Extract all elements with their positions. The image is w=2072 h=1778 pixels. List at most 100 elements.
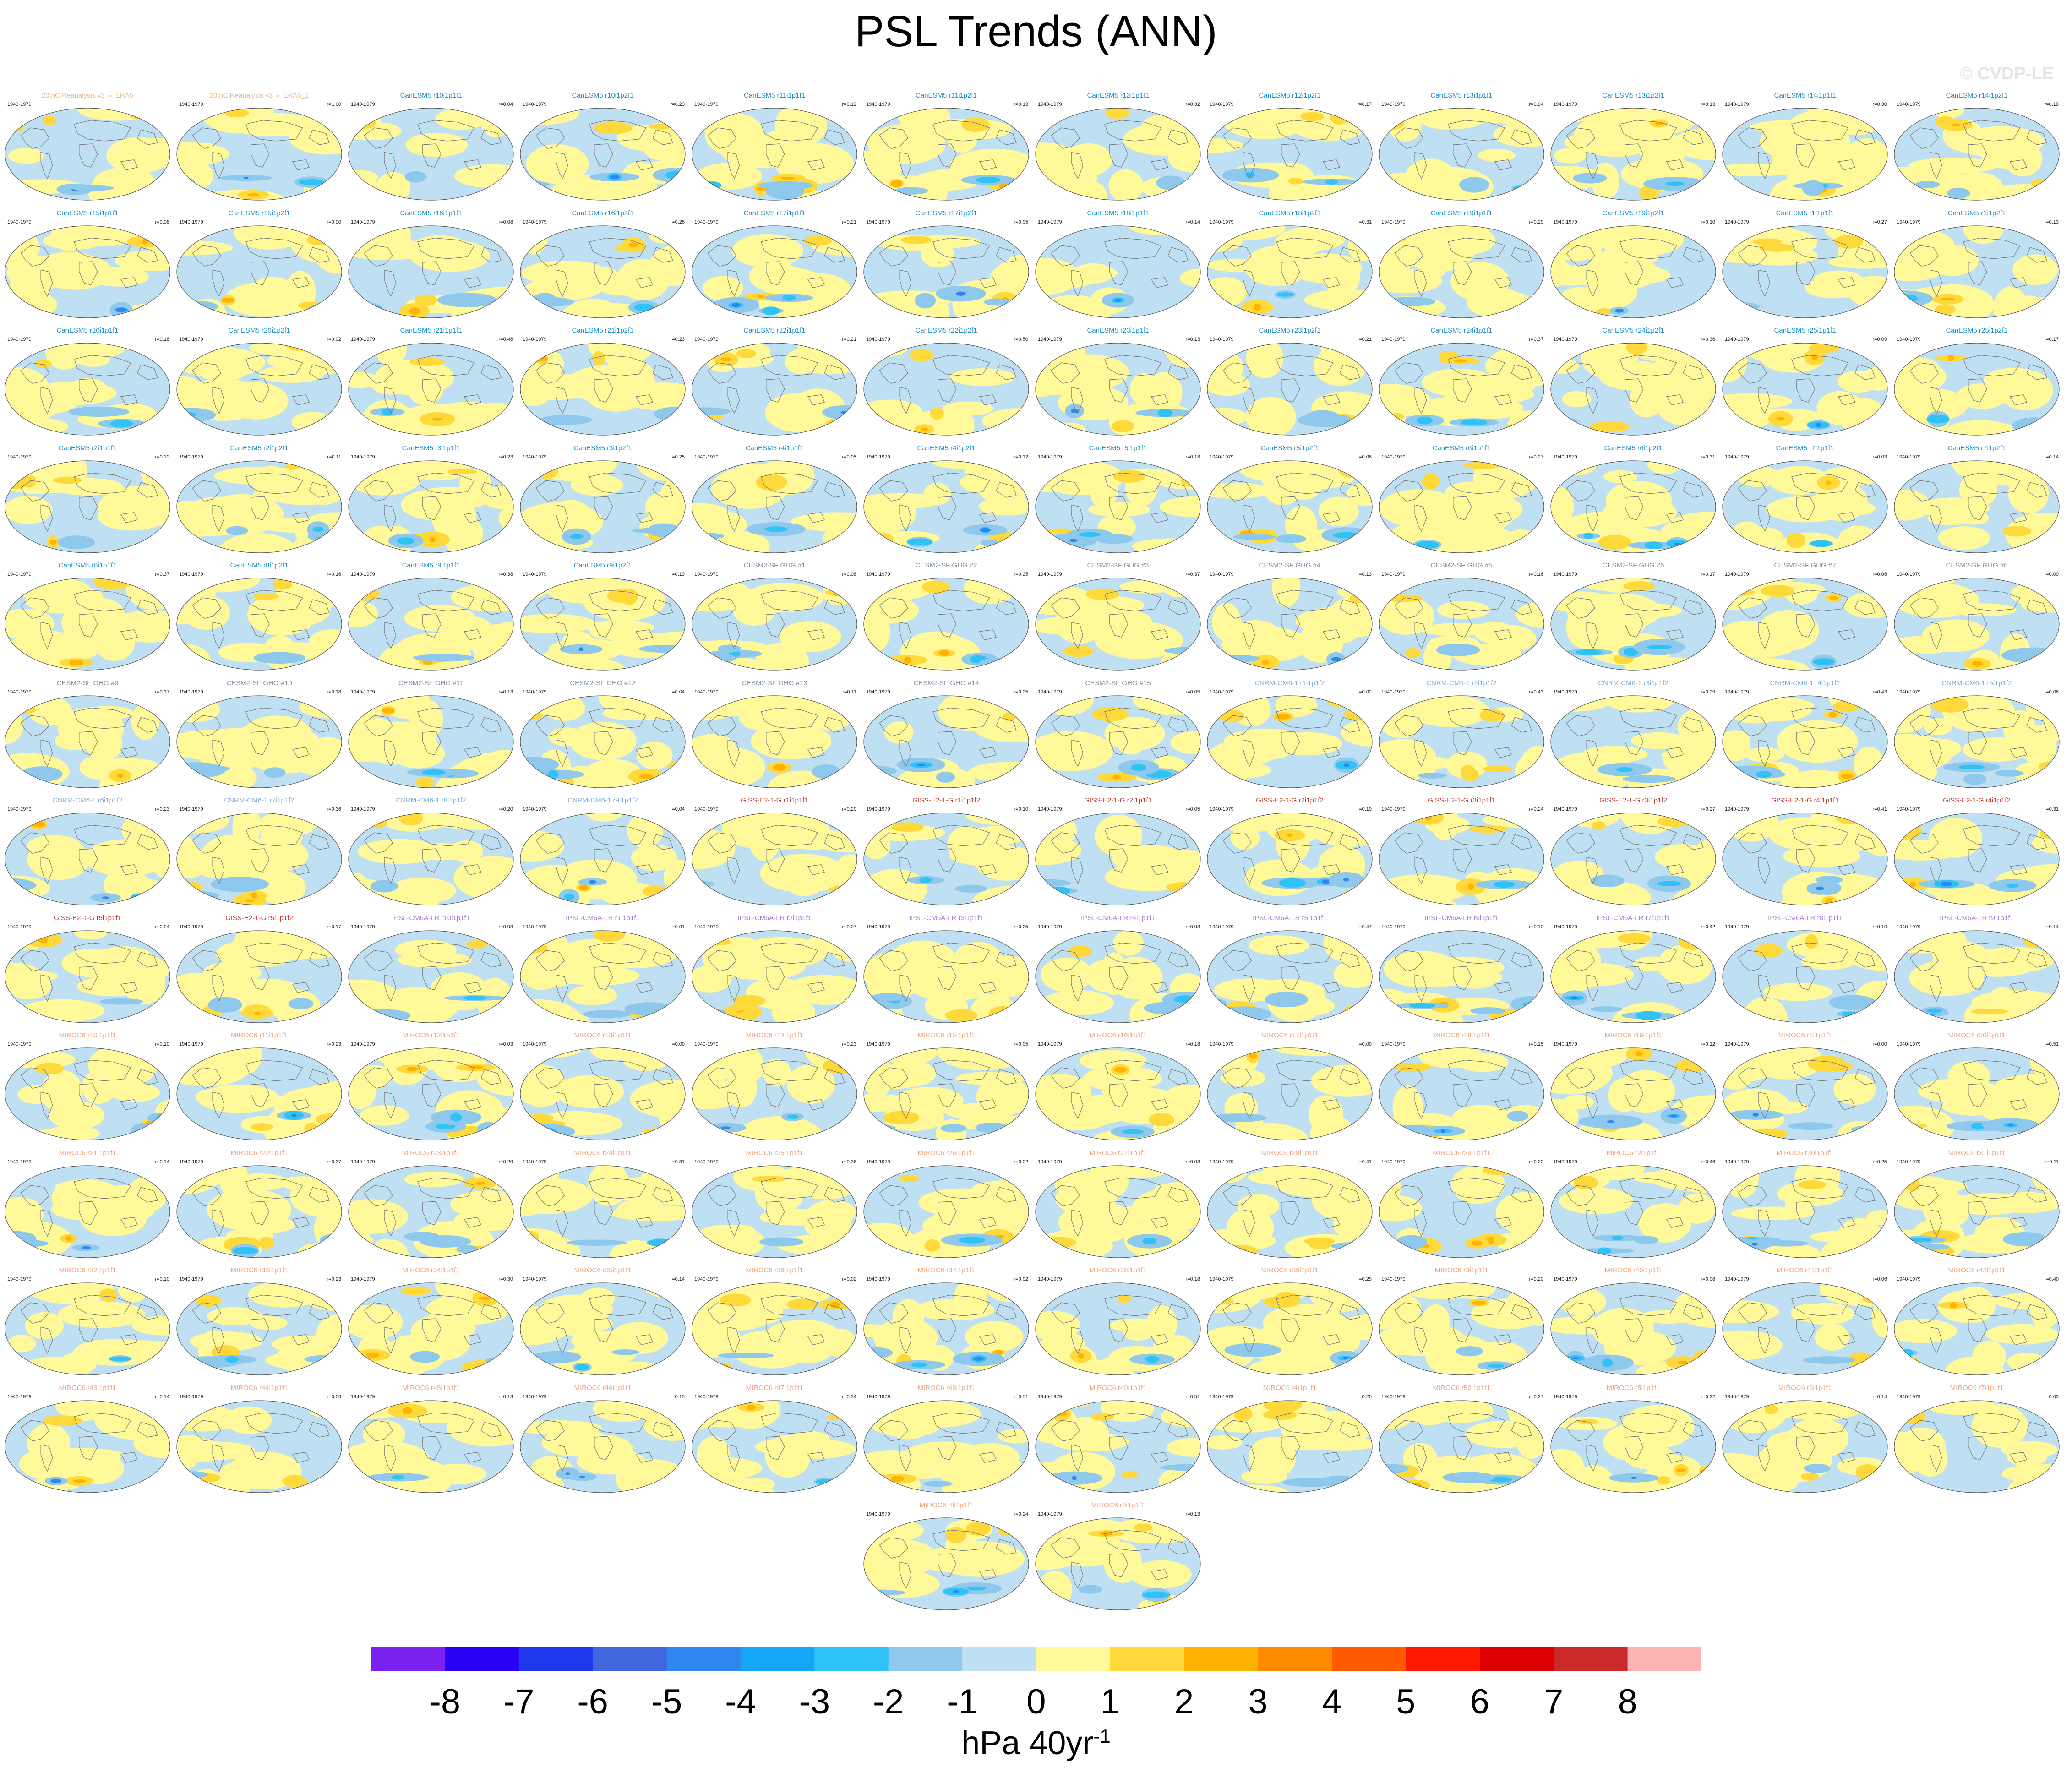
map-field [1894, 343, 2059, 435]
panel-correlation: r=0.12 [155, 454, 170, 460]
panel-title: MIROC6 r6i1p1f1 [1778, 1384, 1832, 1392]
panel-correlation: r=0.25 [1014, 924, 1029, 930]
map-panel: CanESM5 r21i1p2f1 1940-1979 r=0.23 [518, 327, 687, 436]
map-field [5, 460, 170, 553]
trend-map [1379, 930, 1544, 1023]
trend-map [1207, 695, 1373, 788]
panel-correlation: r=0.40 [2044, 1276, 2059, 1282]
map-field [1551, 343, 1716, 435]
map-panel: MIROC6 r23i1p1f1 1940-1979 r=0.20 [346, 1149, 516, 1259]
panel-correlation: r=0.04 [1529, 102, 1544, 107]
map-panel: CanESM5 r8i1p1f1 1940-1979 r=0.37 [3, 562, 172, 671]
map-panel: MIROC6 r39i1p1f1 1940-1979 r=0.29 [1205, 1266, 1374, 1376]
map-panel: GISS-E2-1-G r3i1p1f1 1940-1979 r=0.24 [1377, 796, 1546, 906]
map-field [1379, 1283, 1544, 1375]
panel-title: CanESM5 r25i1p2f1 [1946, 327, 2008, 334]
panel-title: CanESM5 r15i1p1f1 [56, 209, 119, 217]
panel-period: 1940-1979 [523, 102, 547, 107]
map-field [692, 343, 857, 435]
trend-map [863, 343, 1029, 436]
map-panel: MIROC6 r33i1p1f1 1940-1979 r=0.23 [174, 1266, 344, 1376]
map-panel: MIROC6 r36i1p1f1 1940-1979 r=0.02 [690, 1266, 859, 1376]
panel-correlation: r=0.20 [498, 1159, 513, 1165]
panel-period: 1940-1979 [1038, 454, 1062, 460]
panel-title: CESM2-SF GHG #9 [56, 679, 119, 687]
trend-map [1722, 460, 1888, 553]
panel-correlation: r=0.13 [1185, 1511, 1200, 1517]
trend-map [348, 813, 514, 905]
trend-map [863, 1517, 1029, 1610]
panel-period: 1940-1979 [1725, 1159, 1749, 1165]
map-field [1036, 813, 1200, 905]
panel-correlation: r=0.05 [842, 454, 857, 460]
map-field [1207, 460, 1372, 553]
panel-title: CESM2-SF GHG #2 [915, 562, 977, 569]
panel-title: CNRM-CM6-1 r1i1p1f2 [1254, 679, 1325, 687]
panel-correlation: r=0.25 [1872, 1159, 1887, 1165]
map-field [1379, 225, 1544, 318]
map-panel: MIROC6 r35i1p1f1 1940-1979 r=0.14 [518, 1266, 687, 1376]
panel-period: 1940-1979 [7, 454, 32, 460]
panel-correlation: r=0.23 [155, 807, 170, 812]
map-panel: CESM2-SF GHG #3 1940-1979 r=0.37 [1033, 562, 1203, 671]
trend-map [1379, 578, 1544, 671]
panel-period: 1940-1979 [1210, 337, 1234, 342]
trend-map [1550, 695, 1716, 788]
trend-map [1379, 343, 1544, 436]
map-field [1894, 1283, 2059, 1375]
trend-map [692, 108, 857, 201]
map-field [1036, 343, 1200, 435]
panel-title: CanESM5 r18i1p2f1 [1259, 209, 1321, 217]
map-field [1207, 695, 1372, 788]
panel-correlation: r=0.03 [498, 924, 513, 930]
trend-map [5, 930, 170, 1023]
map-panel: CanESM5 r19i1p1f1 1940-1979 r=0.29 [1377, 209, 1546, 319]
colorbar-swatch [1332, 1647, 1407, 1671]
panel-title: MIROC6 r46i1p1f1 [574, 1384, 632, 1392]
panel-title: CanESM5 r6i1p2f1 [1604, 444, 1663, 452]
trend-map [1207, 108, 1373, 201]
panel-correlation: r=0.14 [155, 1159, 170, 1165]
panel-title: CanESM5 r17i1p2f1 [915, 209, 977, 217]
colorbar-swatch [814, 1647, 889, 1671]
map-field [177, 1283, 342, 1375]
colorbar-swatch [1406, 1647, 1480, 1671]
trend-map [1379, 1400, 1544, 1493]
panel-period: 1940-1979 [351, 219, 375, 225]
panel-period: 1940-1979 [866, 1042, 890, 1047]
trend-map [1035, 1282, 1201, 1375]
panel-title: MIROC6 r39i1p1f1 [1261, 1266, 1319, 1274]
panel-title: CanESM5 r5i1p1f1 [1089, 444, 1147, 452]
map-field [1379, 343, 1544, 435]
map-panel: CESM2-SF GHG #11 1940-1979 r=0.13 [346, 679, 516, 789]
map-panel: CanESM5 r10i1p2f1 1940-1979 r=0.23 [518, 92, 687, 202]
panel-title: MIROC6 r44i1p1f1 [230, 1384, 288, 1392]
map-panel: CanESM5 r25i1p2f1 1940-1979 r=0.17 [1892, 327, 2061, 436]
panel-title: MIROC6 r28i1p1f1 [1261, 1149, 1319, 1157]
panel-correlation: r=0.05 [1185, 807, 1200, 812]
panel-period: 1940-1979 [1381, 1042, 1406, 1047]
panel-period: 1940-1979 [694, 1042, 719, 1047]
panel-period: 1940-1979 [866, 454, 890, 460]
panel-period: 1940-1979 [1038, 1276, 1062, 1282]
panel-period: 1940-1979 [694, 1394, 719, 1400]
map-field [1723, 1048, 1887, 1140]
panel-correlation: r=0.00 [670, 1042, 685, 1047]
map-field [864, 813, 1029, 905]
panel-correlation: r=0.00 [327, 219, 342, 225]
panel-period: 1940-1979 [351, 1394, 375, 1400]
panel-period: 1940-1979 [523, 1276, 547, 1282]
map-field [1723, 460, 1887, 553]
panel-period: 1940-1979 [1725, 102, 1749, 107]
panel-correlation: r=0.29 [1529, 219, 1544, 225]
map-panel: GISS-E2-1-G r1i1p1f2 1940-1979 r=0.10 [862, 796, 1031, 906]
map-field [1036, 930, 1200, 1023]
panel-correlation: r=0.17 [1701, 572, 1716, 577]
panel-title: 20thC Reanalysis v3 ⇔ ERA5_1 [209, 92, 309, 99]
panel-period: 1940-1979 [1553, 454, 1577, 460]
map-field [1723, 108, 1887, 200]
map-panel: CanESM5 r20i1p1f1 1940-1979 r=0.18 [3, 327, 172, 436]
map-field [1379, 695, 1544, 788]
panel-title: GISS-E2-1-G r1i1p1f1 [741, 796, 808, 804]
panel-title: MIROC6 r36i1p1f1 [746, 1266, 803, 1274]
